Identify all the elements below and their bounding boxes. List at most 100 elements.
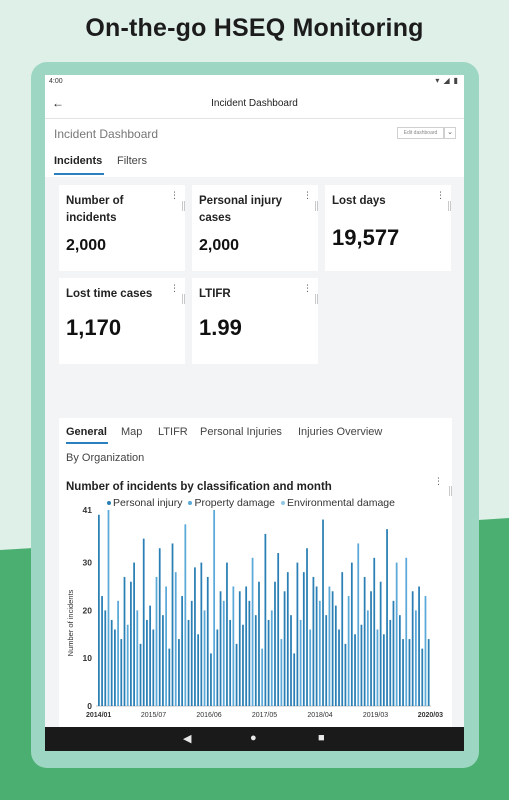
- bar: [405, 557, 408, 706]
- x-tick-label: 2019/03: [363, 712, 388, 719]
- drag-handle-icon[interactable]: [315, 201, 318, 211]
- kpi-card-personal-injury-cases[interactable]: Personal injury cases 2,000 ⋮: [192, 185, 318, 271]
- tab-personal-injuries[interactable]: Personal Injuries: [200, 426, 282, 438]
- bar: [123, 576, 126, 706]
- bar: [350, 562, 353, 706]
- legend-item-personal-injury[interactable]: Personal injury: [107, 497, 182, 509]
- bar: [210, 653, 212, 706]
- bar: [270, 610, 273, 706]
- kpi-value: 2,000: [66, 237, 107, 254]
- bar: [414, 610, 417, 706]
- bar: [286, 572, 289, 706]
- tab-injuries-overview[interactable]: Injuries Overview: [298, 426, 383, 438]
- bar: [149, 605, 151, 706]
- bar: [226, 562, 228, 706]
- legend-dot: [281, 501, 285, 505]
- more-vert-icon[interactable]: ⋮: [434, 476, 443, 486]
- nav-home-icon[interactable]: ●: [250, 732, 257, 744]
- bar: [360, 624, 363, 706]
- chart-legend[interactable]: Personal injury Property damage Environm…: [107, 497, 395, 509]
- bar: [242, 624, 244, 706]
- bar: [277, 553, 280, 706]
- bar: [155, 576, 158, 706]
- bar: [283, 591, 286, 706]
- bar: [302, 572, 305, 706]
- chart-title: Number of incidents by classification an…: [66, 481, 332, 493]
- wifi-icon: ▾: [435, 76, 440, 85]
- dashboard-header: Incident Dashboard Edit dashboard ⌄ Inci…: [45, 120, 464, 177]
- drag-handle-icon[interactable]: [448, 201, 451, 211]
- more-vert-icon[interactable]: ⋮: [170, 190, 179, 200]
- drag-handle-icon[interactable]: [315, 294, 318, 304]
- kpi-value: 2,000: [199, 237, 240, 254]
- bar: [331, 591, 334, 706]
- bar: [386, 529, 388, 706]
- bar: [354, 634, 356, 706]
- tab-incidents[interactable]: Incidents: [54, 155, 103, 167]
- legend-label: Environmental damage: [287, 497, 395, 509]
- bar: [206, 576, 209, 706]
- active-tab-indicator: [66, 442, 108, 444]
- x-tick-label: 2018/04: [307, 712, 332, 719]
- dashboard-title: Incident Dashboard: [54, 127, 159, 141]
- more-vert-icon[interactable]: ⋮: [436, 190, 445, 200]
- tab-map[interactable]: Map: [121, 426, 143, 438]
- app-bar-title: Incident Dashboard: [211, 98, 298, 109]
- drag-handle-icon[interactable]: [182, 294, 185, 304]
- bar: [181, 596, 184, 706]
- x-tick-label: 2015/07: [141, 712, 166, 719]
- bar: [152, 629, 155, 706]
- kpi-label: LTIFR: [199, 288, 231, 300]
- nav-back-icon[interactable]: ◀: [183, 733, 192, 745]
- bar: [264, 533, 267, 706]
- kpi-label: Personal injury cases: [199, 195, 283, 224]
- nav-recents-icon[interactable]: ■: [318, 732, 325, 744]
- bar: [213, 510, 216, 706]
- kpi-value: 1.99: [199, 315, 242, 340]
- bar: [395, 562, 398, 706]
- legend-item-property-damage[interactable]: Property damage: [188, 497, 275, 509]
- bar: [117, 600, 119, 706]
- bar: [344, 643, 347, 706]
- bar: [280, 639, 283, 706]
- y-tick-label: 10: [83, 653, 93, 663]
- more-vert-icon[interactable]: ⋮: [303, 283, 312, 293]
- bar: [363, 576, 366, 706]
- tab-filters[interactable]: Filters: [117, 155, 147, 167]
- arrow-back-icon[interactable]: ←: [52, 96, 64, 110]
- drag-handle-icon[interactable]: [182, 201, 185, 211]
- bar: [347, 596, 350, 706]
- bar: [194, 567, 196, 706]
- legend-item-environmental-damage[interactable]: Environmental damage: [281, 497, 395, 509]
- kpi-card-ltifr[interactable]: LTIFR 1.99 ⋮: [192, 278, 318, 364]
- tab-ltifr[interactable]: LTIFR: [158, 426, 188, 438]
- bar: [168, 648, 171, 706]
- status-bar: 4:00 ▾ ◢ ▮: [45, 75, 464, 89]
- bar: [334, 605, 337, 706]
- chevron-down-icon[interactable]: ⌄: [444, 127, 456, 139]
- tab-by-organization[interactable]: By Organization: [66, 452, 145, 464]
- more-vert-icon[interactable]: ⋮: [170, 283, 179, 293]
- bar: [174, 572, 177, 706]
- bar: [171, 543, 174, 706]
- bar: [373, 557, 376, 706]
- more-vert-icon[interactable]: ⋮: [303, 190, 312, 200]
- kpi-card-lost-days[interactable]: Lost days 19,577 ⋮: [325, 185, 451, 271]
- kpi-card-number-of-incidents[interactable]: Number of incidents 2,000 ⋮: [59, 185, 185, 271]
- x-tick-label: 2020/03: [418, 712, 443, 719]
- bar: [235, 643, 238, 706]
- bar: [200, 562, 203, 706]
- kpi-value: 19,577: [332, 225, 400, 250]
- active-tab-indicator: [54, 173, 104, 175]
- legend-dot: [188, 501, 193, 505]
- x-tick-label: 2017/05: [252, 712, 277, 719]
- y-tick-label: 41: [83, 505, 93, 515]
- kpi-card-lost-time-cases[interactable]: Lost time cases 1,170 ⋮: [59, 278, 185, 364]
- tab-general[interactable]: General: [66, 426, 107, 438]
- drag-handle-icon[interactable]: [449, 486, 452, 496]
- edit-dashboard-button[interactable]: Edit dashboard: [397, 127, 444, 139]
- bar: [296, 562, 299, 706]
- bar: [130, 581, 132, 706]
- bar: [322, 519, 324, 706]
- bar: [197, 634, 200, 706]
